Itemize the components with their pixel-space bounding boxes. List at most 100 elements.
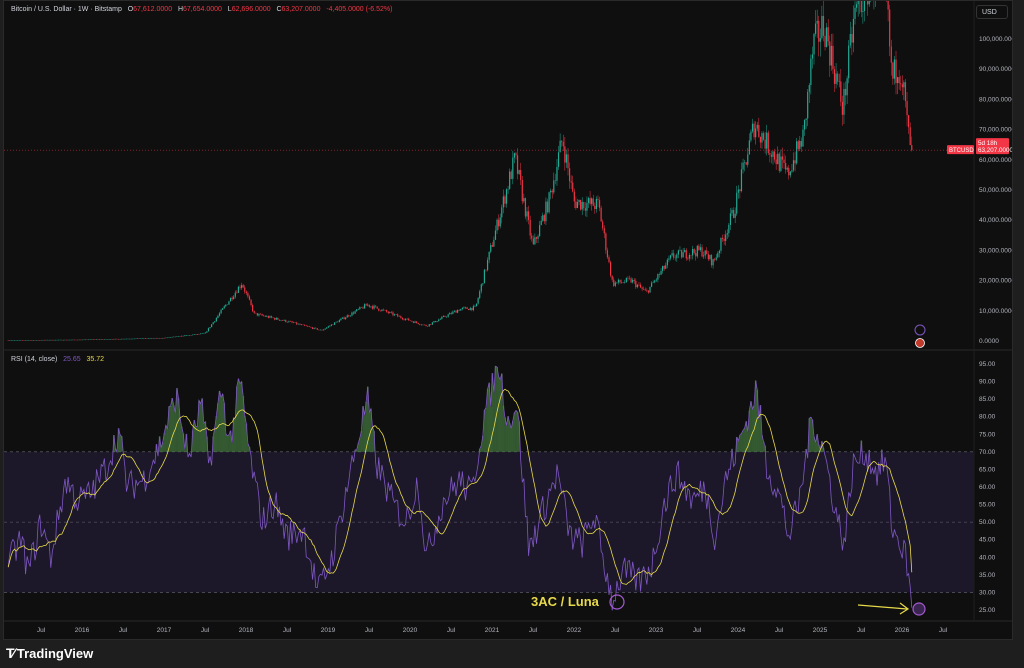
candle-body xyxy=(198,334,200,335)
candle-body xyxy=(723,238,725,241)
candle-body xyxy=(379,310,381,312)
candle-body xyxy=(231,297,233,300)
overbought-fill xyxy=(750,401,752,452)
overbought-fill xyxy=(743,428,746,452)
candle-body xyxy=(712,259,714,266)
candle-body xyxy=(890,46,892,63)
candle-body xyxy=(297,323,299,325)
overbought-fill xyxy=(371,427,374,452)
candle-body xyxy=(181,335,183,337)
time-axis-label: 2017 xyxy=(157,627,172,634)
candle-body xyxy=(321,329,323,331)
low-value: 62,696.0000 xyxy=(231,6,271,13)
candle-body xyxy=(419,324,421,325)
candle-body xyxy=(99,339,101,340)
overbought-fill xyxy=(201,398,204,452)
overbought-fill xyxy=(232,417,235,452)
overbought-fill xyxy=(496,367,498,452)
low-label: L xyxy=(227,6,232,13)
annotation-3ac-luna[interactable]: 3AC / Luna xyxy=(531,594,599,609)
tradingview-logo[interactable]: T∕ TradingView xyxy=(6,645,93,661)
time-axis-label: 2018 xyxy=(239,627,254,634)
candle-body xyxy=(824,35,826,47)
candle-body xyxy=(253,311,255,313)
candle-body xyxy=(54,339,57,341)
candle-body xyxy=(666,259,668,266)
candle-body xyxy=(414,321,416,323)
candle-body xyxy=(447,314,449,317)
candle-body xyxy=(439,318,441,320)
overbought-fill xyxy=(491,373,494,452)
candle-body xyxy=(105,339,107,340)
candle-body xyxy=(562,141,564,147)
symbol-title[interactable]: Bitcoin / U.S. Dollar · 1W · Bitstamp xyxy=(11,6,122,13)
candle-body xyxy=(662,265,664,271)
candle-body xyxy=(434,321,437,323)
candle-body xyxy=(404,319,407,320)
overbought-fill xyxy=(245,423,248,452)
candle-body xyxy=(868,1,870,5)
candle-body xyxy=(211,324,213,328)
candle-body xyxy=(179,336,181,337)
change-value: -4,405.0000 (-6.52%) xyxy=(326,6,393,13)
candle-body xyxy=(259,313,262,315)
candle-body xyxy=(660,270,662,275)
candle-body xyxy=(750,131,752,141)
candle-body xyxy=(373,305,375,309)
candle-body xyxy=(641,287,643,289)
candle-body xyxy=(783,159,785,163)
candle-body xyxy=(10,340,12,341)
overbought-fill xyxy=(363,415,366,452)
overbought-fill xyxy=(740,433,743,452)
rsi-title[interactable]: RSI (14, close) xyxy=(11,356,58,363)
overbought-fill xyxy=(234,419,237,452)
candle-body xyxy=(368,304,370,307)
candle-body xyxy=(581,201,583,210)
time-axis-label: 2016 xyxy=(75,627,90,634)
candle-body xyxy=(422,324,424,326)
candle-body xyxy=(445,316,448,318)
overbought-fill xyxy=(163,432,166,452)
overbought-fill xyxy=(202,423,205,452)
candle-body xyxy=(677,250,679,255)
overbought-fill xyxy=(193,420,196,452)
candle-body xyxy=(196,334,199,335)
candle-body xyxy=(130,338,132,340)
candle-body xyxy=(721,237,724,239)
overbought-fill xyxy=(359,437,361,452)
candle-body xyxy=(442,316,445,317)
candle-body xyxy=(911,145,913,151)
candle-body xyxy=(908,115,910,128)
candle-body xyxy=(152,338,154,339)
candle-body xyxy=(319,329,322,331)
candle-body xyxy=(455,310,457,313)
chart-canvas[interactable]: 0.0000 10,000.0000 20,000.0000 30,000.0000 4… xyxy=(4,1,1012,639)
overbought-fill xyxy=(228,434,230,452)
candle-body xyxy=(203,333,205,334)
candle-body xyxy=(436,321,438,323)
candle-body xyxy=(278,319,281,321)
candle-body xyxy=(412,321,415,323)
currency-button[interactable]: USD xyxy=(976,5,1008,19)
candle-body xyxy=(657,274,659,280)
candle-body xyxy=(718,250,720,254)
candle-body xyxy=(48,339,50,341)
candle-body xyxy=(791,170,793,172)
annotation-arrow xyxy=(857,604,908,610)
candle-body xyxy=(755,128,757,138)
overbought-fill xyxy=(231,443,234,452)
candle-body xyxy=(892,62,894,79)
overbought-fill xyxy=(360,431,363,452)
candle-body xyxy=(546,201,549,213)
candle-body xyxy=(766,132,768,149)
candle-body xyxy=(621,282,623,283)
time-axis-label: Jul xyxy=(529,627,538,634)
candle-body xyxy=(554,180,556,181)
candle-body xyxy=(545,201,547,222)
overbought-fill xyxy=(357,443,360,452)
overbought-fill xyxy=(196,426,199,452)
price-axis-label: 90,000.0000 xyxy=(979,66,1012,73)
candle-body xyxy=(568,168,571,182)
time-axis-label: Jul xyxy=(775,627,784,634)
candle-body xyxy=(632,279,634,283)
